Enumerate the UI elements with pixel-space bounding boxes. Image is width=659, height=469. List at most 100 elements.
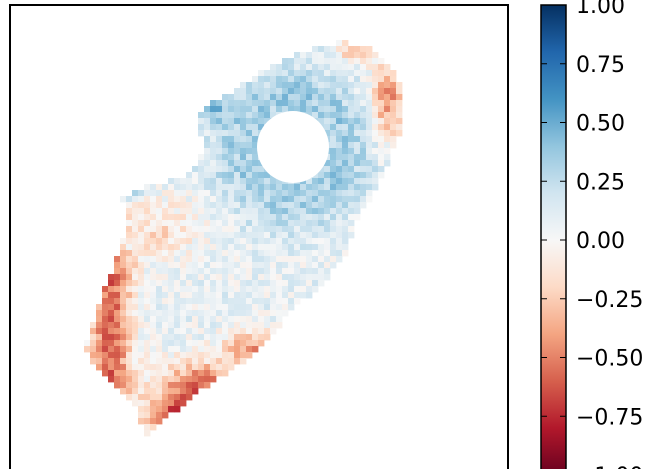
heatmap-cell xyxy=(132,256,139,263)
heatmap-cell xyxy=(210,100,217,107)
heatmap-cell xyxy=(324,130,331,137)
heatmap-cell xyxy=(384,160,391,167)
heatmap-cell xyxy=(282,238,289,245)
heatmap-cell xyxy=(102,322,109,329)
heatmap-cell xyxy=(210,310,217,317)
heatmap-cell xyxy=(252,142,259,149)
heatmap-cell xyxy=(240,340,247,347)
heatmap-cell xyxy=(378,136,385,143)
heatmap-cell xyxy=(312,112,319,119)
heatmap-cell xyxy=(306,190,313,197)
heatmap-cell xyxy=(228,304,235,311)
heatmap-cell xyxy=(378,58,385,65)
heatmap-cell xyxy=(180,310,187,317)
heatmap-cell xyxy=(162,376,169,383)
heatmap-cell xyxy=(210,208,217,215)
heatmap-cell xyxy=(348,82,355,89)
heatmap-cell xyxy=(174,238,181,245)
heatmap-cell xyxy=(234,190,241,197)
heatmap-cell xyxy=(342,202,349,209)
heatmap-cell xyxy=(156,334,163,341)
heatmap-cell xyxy=(186,298,193,305)
heatmap-cell xyxy=(150,322,157,329)
heatmap-cell xyxy=(324,172,331,179)
heatmap-cell xyxy=(324,88,331,95)
heatmap-cell xyxy=(336,46,343,53)
heatmap-cell xyxy=(204,268,211,275)
heatmap-cell xyxy=(84,346,91,353)
heatmap-cell xyxy=(324,250,331,257)
heatmap-cell xyxy=(318,232,325,239)
heatmap-cell xyxy=(144,406,151,413)
heatmap-cell xyxy=(318,274,325,281)
heatmap-cell xyxy=(168,322,175,329)
heatmap-cell xyxy=(138,334,145,341)
heatmap-cell xyxy=(348,160,355,167)
heatmap-cell xyxy=(168,304,175,311)
heatmap-cell xyxy=(330,136,337,143)
heatmap-cell xyxy=(216,340,223,347)
heatmap-cell xyxy=(246,250,253,257)
heatmap-cell xyxy=(198,124,205,131)
heatmap-cell xyxy=(336,202,343,209)
heatmap-cell xyxy=(198,202,205,209)
heatmap-cell xyxy=(192,274,199,281)
heatmap-cell xyxy=(222,250,229,257)
heatmap-cell xyxy=(138,328,145,335)
heatmap-cell xyxy=(258,88,265,95)
heatmap-cell xyxy=(180,394,187,401)
heatmap-cell xyxy=(150,196,157,203)
heatmap-cell xyxy=(150,232,157,239)
heatmap-cell xyxy=(324,274,331,281)
heatmap-cell xyxy=(366,112,373,119)
heatmap-cell xyxy=(180,376,187,383)
heatmap-cell xyxy=(366,130,373,137)
heatmap-cell xyxy=(252,166,259,173)
heatmap-cell xyxy=(210,124,217,131)
heatmap-cell xyxy=(264,262,271,269)
heatmap-cell xyxy=(222,346,229,353)
heatmap-cell xyxy=(120,382,127,389)
heatmap-cell xyxy=(258,208,265,215)
heatmap-cell xyxy=(204,160,211,167)
heatmap-cell xyxy=(162,208,169,215)
heatmap-cell xyxy=(360,124,367,131)
heatmap-cell xyxy=(246,88,253,95)
heatmap-cell xyxy=(348,154,355,161)
heatmap-cell xyxy=(138,394,145,401)
heatmap-cell xyxy=(258,190,265,197)
heatmap-cell xyxy=(252,124,259,131)
heatmap-cell xyxy=(342,154,349,161)
heatmap-cell xyxy=(174,244,181,251)
heatmap-cell xyxy=(336,250,343,257)
heatmap-cell xyxy=(240,172,247,179)
heatmap-cell xyxy=(384,130,391,137)
heatmap-cell xyxy=(264,256,271,263)
heatmap-cell xyxy=(138,280,145,287)
heatmap-cell xyxy=(186,250,193,257)
heatmap-cell xyxy=(276,100,283,107)
heatmap-cell xyxy=(378,154,385,161)
heatmap-cell xyxy=(366,136,373,143)
heatmap-cell xyxy=(246,274,253,281)
heatmap-cell xyxy=(264,220,271,227)
heatmap-cell xyxy=(384,148,391,155)
heatmap-cell xyxy=(348,106,355,113)
heatmap-cell xyxy=(330,244,337,251)
heatmap-cell xyxy=(174,250,181,257)
heatmap-cell xyxy=(252,322,259,329)
heatmap-cell xyxy=(372,88,379,95)
heatmap-cell xyxy=(132,196,139,203)
heatmap-cell xyxy=(354,52,361,59)
heatmap-cell xyxy=(150,316,157,323)
heatmap-cell xyxy=(354,64,361,71)
heatmap-cell xyxy=(114,256,121,263)
heatmap-cell xyxy=(120,352,127,359)
heatmap-cell xyxy=(210,226,217,233)
heatmap-cell xyxy=(282,94,289,101)
heatmap-cell xyxy=(132,292,139,299)
heatmap-cell xyxy=(240,358,247,365)
heatmap-cell xyxy=(216,148,223,155)
heatmap-cell xyxy=(300,214,307,221)
heatmap-cell xyxy=(198,352,205,359)
